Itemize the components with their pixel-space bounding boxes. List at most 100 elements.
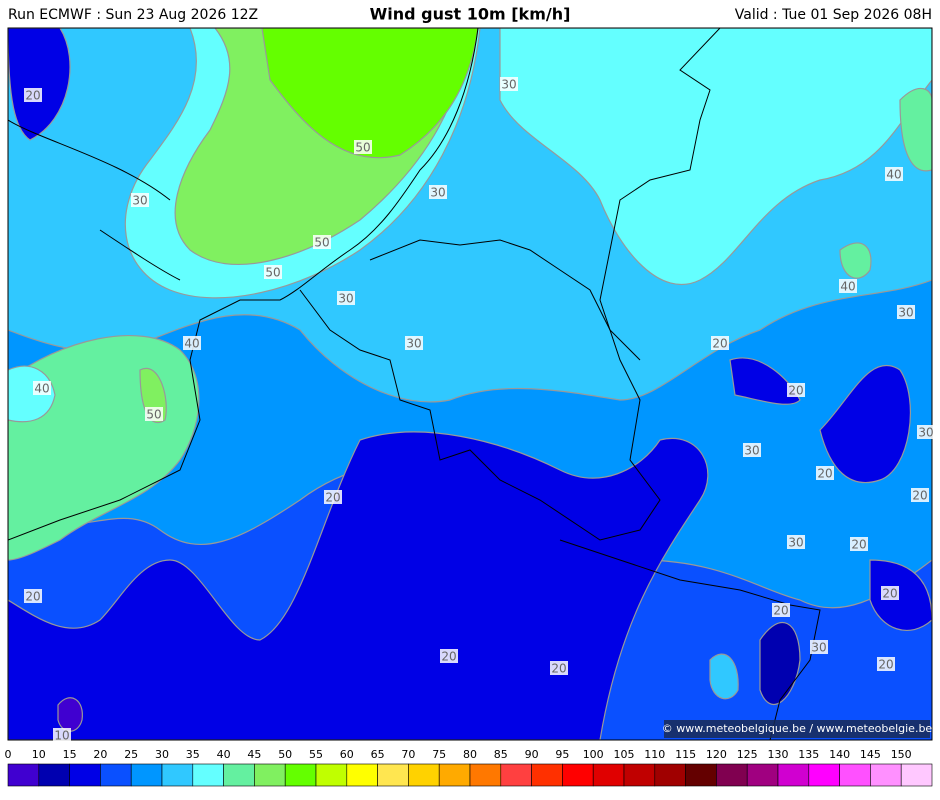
- colorbar-swatch: [7, 763, 40, 787]
- copyright-box: [664, 720, 930, 738]
- colorbar-tick-label: 145: [860, 748, 881, 761]
- contour-label-bg: [145, 407, 163, 421]
- contour-label-bg: [897, 305, 915, 319]
- colorbar-swatch: [377, 763, 409, 787]
- contour-label: 20: [882, 587, 897, 601]
- map-frame: [7, 27, 933, 741]
- contour-label-bg: [440, 649, 458, 663]
- contour-label-bg: [917, 425, 935, 439]
- contour-label-bg: [500, 77, 518, 91]
- contour-label: 30: [744, 444, 759, 458]
- contour-label: 30: [338, 292, 353, 306]
- contour-label: 50: [314, 236, 329, 250]
- colorbar-swatch: [284, 763, 317, 787]
- colorbar-tick-label: 15: [63, 748, 77, 761]
- contour-label: 20: [773, 604, 788, 618]
- contour-label-bg: [839, 279, 857, 293]
- colorbar-tick-label: 140: [829, 748, 850, 761]
- contour-label-bg: [911, 488, 929, 502]
- contour-label: 40: [184, 337, 199, 351]
- colorbar-tick-label: 110: [644, 748, 665, 761]
- colorbar-tick-label: 65: [371, 748, 385, 761]
- copyright: © www.meteobelgique.be / www.meteobelgie…: [662, 722, 933, 735]
- contour-label-bg: [816, 466, 834, 480]
- contour-label: 20: [25, 89, 40, 103]
- colorbar-swatch: [716, 763, 748, 787]
- colorbar-swatch: [438, 763, 471, 787]
- contour-label: 20: [878, 658, 893, 672]
- colorbar-swatch: [654, 763, 686, 787]
- colorbar-tick-label: 55: [309, 748, 323, 761]
- colorbar-tick-label: 45: [247, 748, 261, 761]
- contour-labels: 20 30 50 30 30 40 50 50 30 40 30 40 30 20 40 50 20 30 30 20…: [24, 77, 935, 743]
- contour-label-bg: [429, 185, 447, 199]
- contour-label: 10: [54, 729, 69, 743]
- colorbar-tick-label: 125: [737, 748, 758, 761]
- contour-label-bg: [787, 383, 805, 397]
- colorbar-swatch: [500, 763, 532, 787]
- colorbar-swatch: [623, 763, 656, 787]
- map-title: Wind gust 10m [km/h]: [370, 5, 571, 24]
- contour-label: 30: [811, 641, 826, 655]
- contour-label-bg: [24, 88, 42, 102]
- contour-label-bg: [787, 535, 805, 549]
- contour-label-bg: [264, 265, 282, 279]
- contour-label-bg: [324, 490, 342, 504]
- contour-label: 40: [886, 168, 901, 182]
- colorbar: 0 10 15 20 25 30 35 40 45 50 55 60 65 70 75 80 85 90 95 100…: [5, 748, 933, 787]
- run-info: Run ECMWF : Sun 23 Aug 2026 12Z: [8, 7, 258, 23]
- contour-label: 40: [840, 280, 855, 294]
- colorbar-swatch: [900, 763, 933, 787]
- colorbar-swatch: [100, 763, 132, 787]
- colorbar-swatch: [192, 763, 224, 787]
- contour-label: 20: [817, 467, 832, 481]
- contour-label-bg: [337, 291, 355, 305]
- colorbar-tick-label: 30: [155, 748, 169, 761]
- contour-label: 40: [34, 382, 49, 396]
- colorbar-swatch: [315, 763, 348, 787]
- colorbar-tick-label: 130: [768, 748, 789, 761]
- map-field: [8, 28, 932, 740]
- contour-label-bg: [743, 443, 761, 457]
- colorbar-tick-label: 60: [340, 748, 354, 761]
- colorbar-tick-label: 80: [463, 748, 477, 761]
- contour-label: 50: [265, 266, 280, 280]
- contour-label-bg: [131, 193, 149, 207]
- contour-label: 50: [146, 408, 161, 422]
- colorbar-swatch: [254, 763, 286, 787]
- contour-label: 20: [712, 337, 727, 351]
- colorbar-swatch: [685, 763, 717, 787]
- contour-label: 20: [851, 538, 866, 552]
- colorbar-tick-label: 0: [5, 748, 12, 761]
- contour-label-bg: [313, 235, 331, 249]
- colorbar-tick-label: 120: [706, 748, 727, 761]
- contour-label: 20: [912, 489, 927, 503]
- colorbar-tick-label: 25: [124, 748, 138, 761]
- contour-label: 30: [918, 426, 933, 440]
- colorbar-swatch: [161, 763, 194, 787]
- colorbar-tick-label: 40: [217, 748, 231, 761]
- colorbar-tick-label: 95: [555, 748, 569, 761]
- contour-label: 20: [788, 384, 803, 398]
- contour-label: 20: [441, 650, 456, 664]
- colorbar-tick-label: 10: [32, 748, 46, 761]
- colorbar-swatch: [346, 763, 378, 787]
- contour-label-bg: [405, 336, 423, 350]
- valid-time: Valid : Tue 01 Sep 2026 08H: [735, 7, 932, 23]
- colorbar-swatch: [777, 763, 810, 787]
- colorbar-tick-label: 100: [583, 748, 604, 761]
- contour-label-bg: [877, 657, 895, 671]
- colorbar-tick-label: 135: [798, 748, 819, 761]
- colorbar-swatch: [562, 763, 594, 787]
- contour-label: 30: [406, 337, 421, 351]
- contour-label-bg: [354, 140, 372, 154]
- colorbar-swatch: [870, 763, 902, 787]
- colorbar-swatch: [746, 763, 779, 787]
- contour-label: 50: [355, 141, 370, 155]
- contour-label: 30: [898, 306, 913, 320]
- contour-label-bg: [885, 167, 903, 181]
- colorbar-swatch: [469, 763, 502, 787]
- colorbar-swatch: [408, 763, 440, 787]
- contour-label: 30: [132, 194, 147, 208]
